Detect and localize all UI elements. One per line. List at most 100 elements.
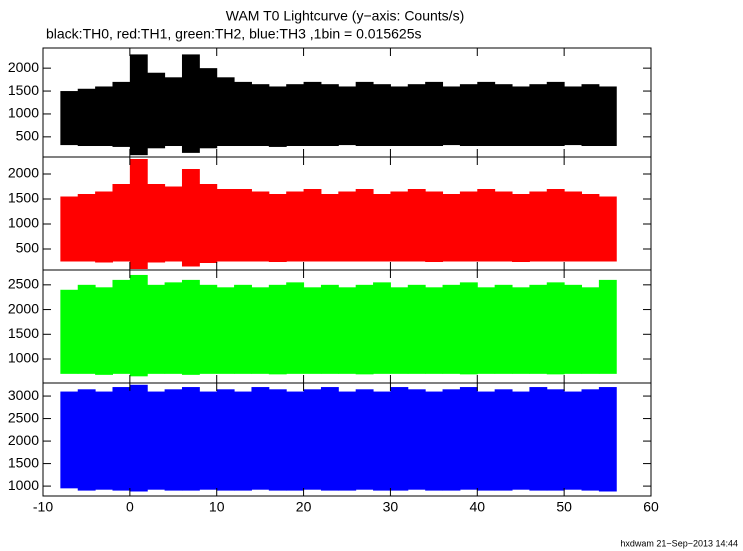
data-bar xyxy=(129,384,148,492)
data-bar xyxy=(320,84,339,147)
data-bar xyxy=(459,191,478,262)
data-bar xyxy=(268,389,287,491)
data-bar xyxy=(164,186,183,262)
data-bar xyxy=(355,81,374,147)
data-bar xyxy=(459,387,478,490)
data-bar xyxy=(286,282,305,374)
data-bar xyxy=(216,189,235,262)
data-bar xyxy=(181,387,200,491)
data-bar xyxy=(581,287,600,374)
data-bar xyxy=(512,194,530,262)
data-bar xyxy=(477,81,496,147)
data-bar xyxy=(581,389,600,491)
data-bar xyxy=(147,284,166,374)
data-bar xyxy=(216,389,235,491)
y-tick-label: 2000 xyxy=(8,432,39,448)
x-tick-label: 0 xyxy=(126,499,134,515)
data-bar xyxy=(199,68,218,149)
data-bar xyxy=(373,194,391,262)
data-bar xyxy=(303,287,322,374)
y-tick-label: 500 xyxy=(16,128,40,144)
data-bar xyxy=(60,289,79,374)
data-bar xyxy=(95,191,113,263)
data-bar xyxy=(286,84,305,147)
chart-title: WAM T0 Lightcurve (y−axis: Counts/s) xyxy=(226,8,464,24)
data-bar xyxy=(77,194,96,262)
data-bar xyxy=(477,391,496,491)
data-bar xyxy=(147,391,166,490)
data-bar xyxy=(251,387,270,490)
y-tick-label: 500 xyxy=(16,240,40,256)
data-bar xyxy=(581,194,600,262)
data-bar xyxy=(390,287,409,374)
data-bar xyxy=(112,81,131,147)
data-bar xyxy=(546,189,565,262)
data-bar xyxy=(477,287,496,374)
data-bar xyxy=(407,389,426,490)
data-bar xyxy=(251,287,270,374)
x-tick-label: 40 xyxy=(469,499,485,515)
data-bar xyxy=(425,287,444,374)
data-bar xyxy=(234,189,252,262)
data-bar xyxy=(181,169,200,267)
data-bar xyxy=(529,84,548,147)
y-tick-label: 1000 xyxy=(8,477,39,493)
data-bar xyxy=(234,391,252,491)
data-bar xyxy=(598,86,617,147)
data-bar xyxy=(355,389,374,490)
data-bar xyxy=(77,88,96,147)
data-bar xyxy=(355,284,374,375)
data-bar xyxy=(216,287,235,374)
data-bar xyxy=(303,389,322,490)
data-bar xyxy=(164,77,183,147)
data-bar xyxy=(268,86,287,147)
y-tick-label: 2000 xyxy=(8,165,39,181)
data-bar xyxy=(512,86,530,147)
data-bar xyxy=(494,191,513,262)
data-bar xyxy=(338,391,357,491)
data-bar xyxy=(598,196,617,262)
data-bar xyxy=(181,279,200,375)
data-bar xyxy=(546,81,565,147)
data-bar xyxy=(216,77,235,147)
x-tick-label: 50 xyxy=(556,499,572,515)
data-bar xyxy=(442,389,461,491)
data-bar xyxy=(303,189,322,262)
y-tick-label: 1500 xyxy=(8,190,39,206)
data-bar xyxy=(320,284,339,374)
x-tick-label: 10 xyxy=(209,499,225,515)
data-bar xyxy=(373,282,391,374)
data-bar xyxy=(494,284,513,374)
footer: hxdwam 21−Sep−2013 14:44 xyxy=(620,538,738,548)
data-bar xyxy=(320,194,339,262)
data-bar xyxy=(425,391,444,491)
data-bar xyxy=(546,282,565,375)
data-bar xyxy=(407,284,426,374)
data-bar xyxy=(529,191,548,262)
data-bar xyxy=(546,389,565,491)
data-bar xyxy=(442,284,461,374)
data-bar xyxy=(564,86,583,146)
y-tick-label: 2000 xyxy=(8,300,39,316)
data-bar xyxy=(564,391,583,490)
data-bar xyxy=(129,54,148,156)
data-bar xyxy=(95,86,113,147)
data-bar xyxy=(234,284,252,374)
data-bar xyxy=(477,189,496,262)
data-bar xyxy=(112,279,131,374)
data-bar xyxy=(60,91,79,146)
data-bar xyxy=(442,86,461,146)
data-bar xyxy=(425,81,444,147)
data-bar xyxy=(529,284,548,374)
data-bar xyxy=(338,191,357,262)
data-bar xyxy=(268,284,287,375)
data-bar xyxy=(598,387,617,492)
data-bar xyxy=(164,282,183,374)
data-bar xyxy=(95,391,113,490)
data-bar xyxy=(407,84,426,147)
data-bar xyxy=(338,86,357,146)
data-bar xyxy=(129,274,148,377)
data-bar xyxy=(581,84,600,147)
data-bar xyxy=(564,191,583,262)
data-bar xyxy=(199,391,218,490)
